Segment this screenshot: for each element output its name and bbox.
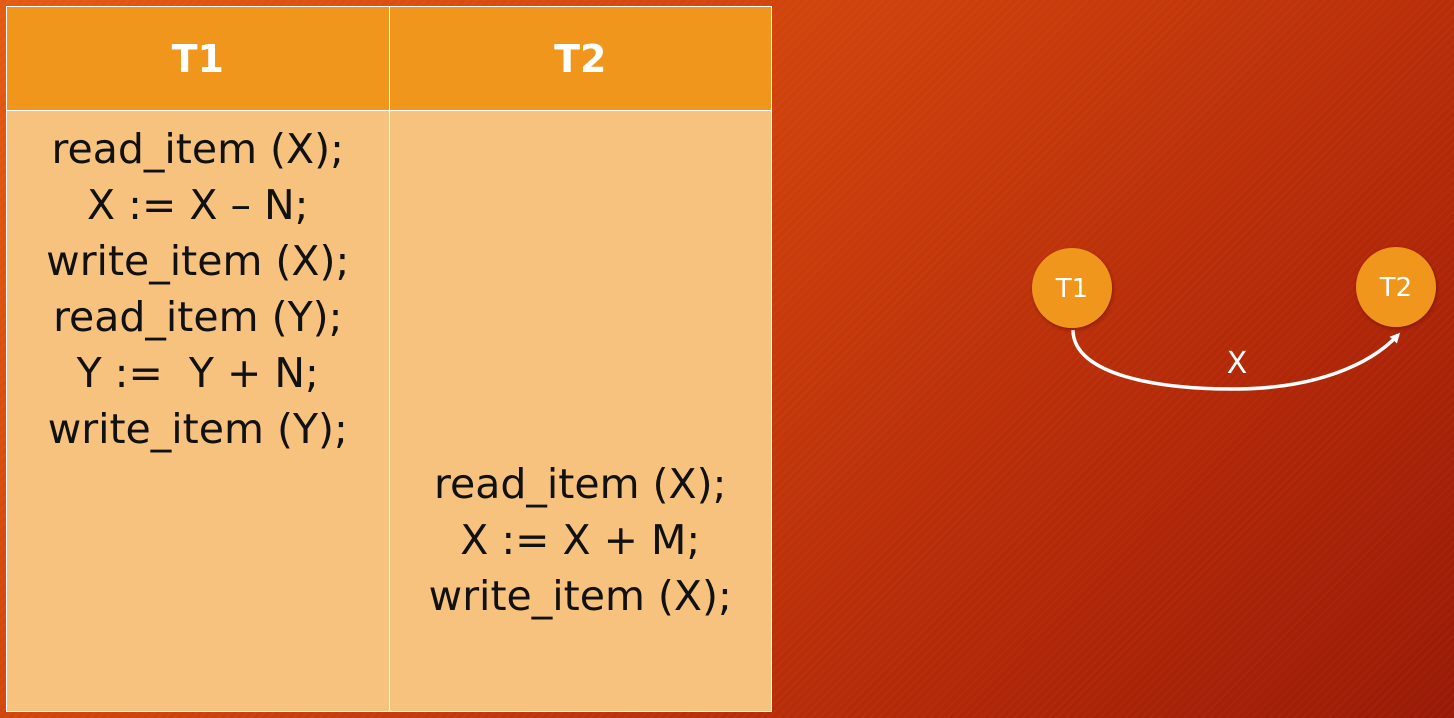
- t2-operations: read_item (X); X := X + M; write_item (X…: [390, 456, 772, 624]
- t2-operation: read_item (X);: [434, 460, 727, 508]
- header-t2: T2: [388, 6, 772, 111]
- precedence-graph: X T1 T2: [1032, 247, 1436, 391]
- node-t2-circle: [1356, 247, 1436, 327]
- t1-operations-cell: read_item (X); X := X – N; write_item (X…: [6, 110, 390, 712]
- t2-operations-cell: read_item (X); X := X + M; write_item (X…: [388, 110, 772, 712]
- node-t1: T1: [1032, 248, 1112, 328]
- header-row: T1 T2: [6, 6, 772, 111]
- header-t1: T1: [6, 6, 390, 111]
- t1-operations: read_item (X); X := X – N; write_item (X…: [7, 121, 389, 457]
- t2-operation: write_item (X);: [428, 572, 732, 620]
- t1-operation: write_item (X);: [46, 237, 350, 285]
- operations-row: read_item (X); X := X – N; write_item (X…: [6, 110, 772, 712]
- t1-operation: X := X – N;: [87, 181, 309, 229]
- node-t1-label: T1: [1055, 274, 1088, 304]
- t2-operation: X := X + M;: [460, 516, 701, 564]
- t1-operation: write_item (Y);: [47, 405, 348, 453]
- edge-t1-t2: [1071, 329, 1401, 391]
- schedule-table: T1 T2 read_item (X); X := X – N; write_i…: [6, 6, 772, 712]
- node-t2: T2: [1356, 247, 1436, 327]
- edge-label: X: [1227, 346, 1248, 381]
- t1-operation: read_item (Y);: [53, 293, 343, 341]
- t1-operation: read_item (X);: [51, 125, 344, 173]
- node-t1-circle: [1032, 248, 1112, 328]
- node-t2-label: T2: [1379, 273, 1412, 303]
- t1-operation: Y := Y + N;: [76, 349, 319, 397]
